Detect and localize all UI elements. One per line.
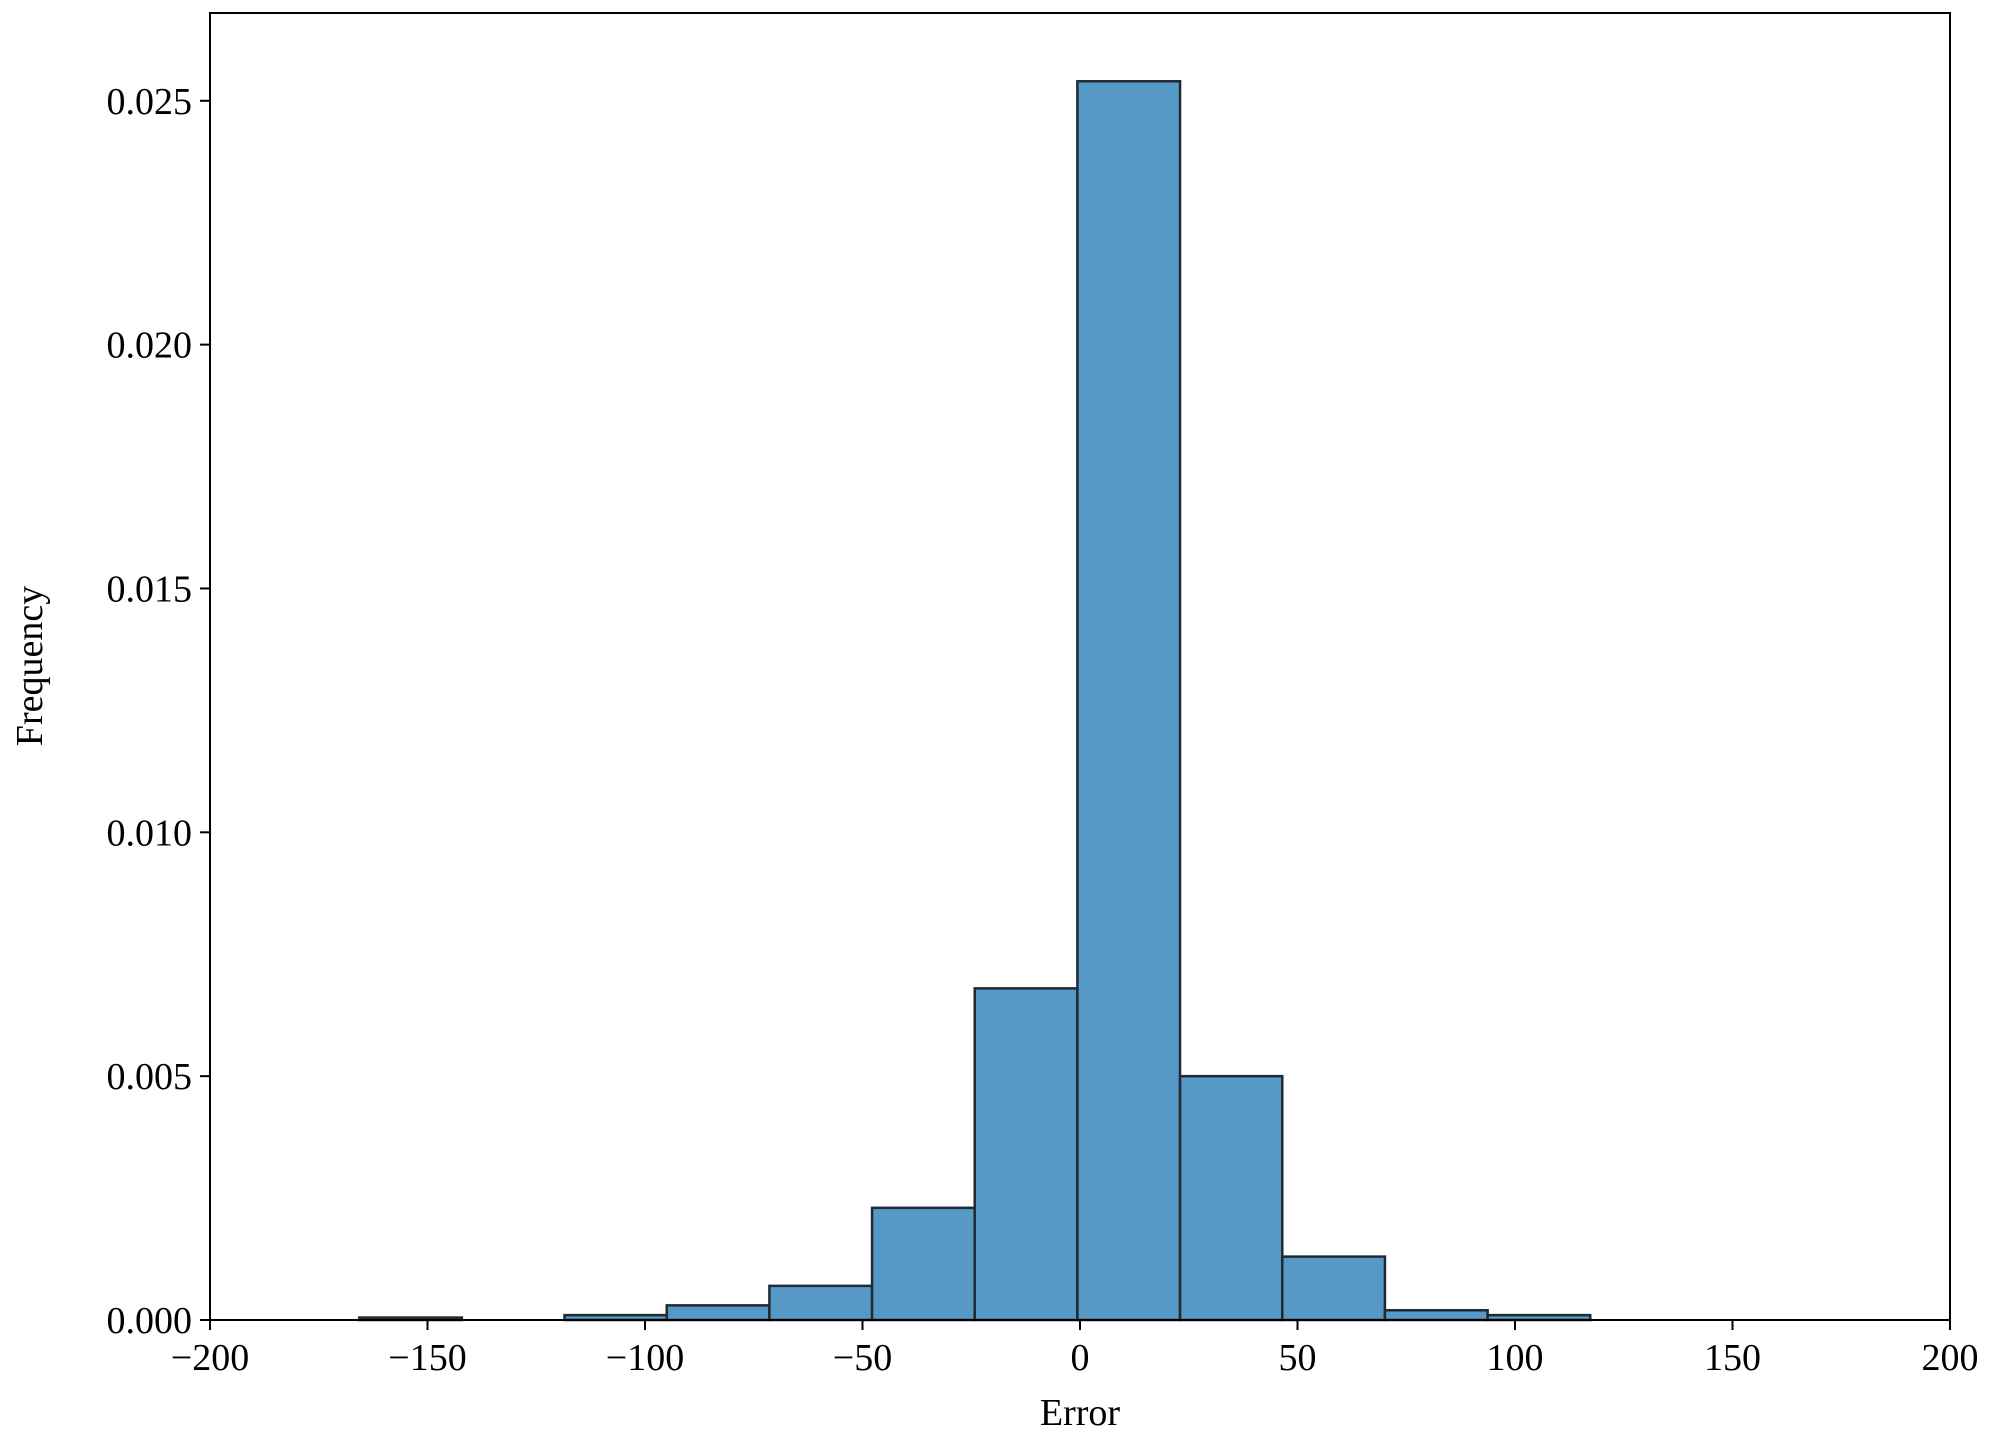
y-tick-label: 0.025 xyxy=(107,81,193,123)
x-tick-label: −150 xyxy=(388,1337,466,1379)
bar xyxy=(1076,80,1182,1322)
bar xyxy=(973,987,1079,1322)
y-tick-label: 0.010 xyxy=(107,812,193,854)
bar xyxy=(870,1206,976,1322)
x-tick-label: 200 xyxy=(1922,1337,1979,1379)
y-tick-label: 0.015 xyxy=(107,568,193,610)
x-axis-label: Error xyxy=(1040,1392,1121,1434)
bar xyxy=(768,1284,874,1322)
x-tick-label: 150 xyxy=(1704,1337,1761,1379)
bar xyxy=(665,1304,771,1322)
bar xyxy=(1383,1308,1489,1322)
x-tick-label: 100 xyxy=(1487,1337,1544,1379)
x-tick-label: 0 xyxy=(1071,1337,1090,1379)
x-tick-label: −200 xyxy=(171,1337,249,1379)
y-tick-label: 0.000 xyxy=(107,1300,193,1342)
y-tick-label: 0.020 xyxy=(107,325,193,367)
bar xyxy=(1281,1255,1387,1322)
bar xyxy=(1178,1074,1284,1322)
x-tick-label: 50 xyxy=(1279,1337,1317,1379)
y-tick-label: 0.005 xyxy=(107,1056,193,1098)
x-tick-label: −50 xyxy=(833,1337,892,1379)
y-axis-label: Frequency xyxy=(9,586,51,746)
x-tick-label: −100 xyxy=(606,1337,684,1379)
